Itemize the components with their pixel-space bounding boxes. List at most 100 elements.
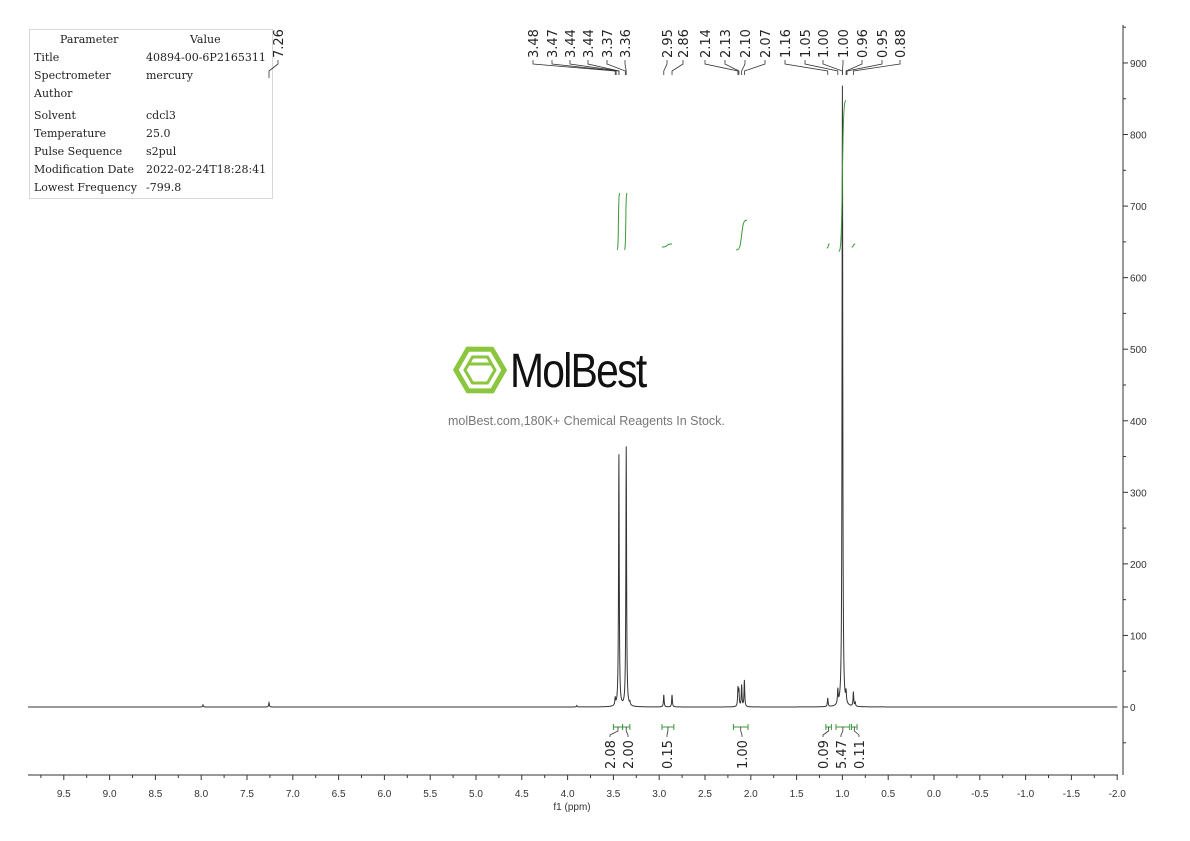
x-tick-label: -0.5 (971, 789, 989, 800)
watermark-tagline: molBest.com,180K+ Chemical Reagents In S… (448, 414, 725, 428)
peak-label-connector (671, 60, 684, 75)
solvent-peak-connector (268, 60, 279, 78)
peak-label-connector (842, 60, 844, 75)
integral-value: 0.15 (661, 740, 676, 769)
param-value: s2pul (146, 145, 177, 158)
peak-label: 0.95 (876, 29, 891, 58)
peak-label: 2.10 (739, 29, 754, 58)
integral-value: 0.11 (853, 740, 868, 769)
integral-value: 2.08 (604, 740, 619, 769)
y-tick-label: 400 (1130, 417, 1147, 428)
integral-value: 1.00 (736, 740, 751, 769)
param-header-value: Value (190, 33, 221, 46)
peak-label: 0.96 (856, 29, 871, 58)
y-tick-label: 300 (1130, 488, 1147, 499)
peak-label-connector (704, 60, 739, 75)
x-tick-label: -1.0 (1017, 789, 1035, 800)
peak-label-connector (551, 60, 617, 75)
peak-label: 2.95 (661, 29, 676, 58)
y-tick-label: 700 (1130, 202, 1147, 213)
x-tick-label: 8.0 (194, 789, 208, 800)
integral-label-connector (822, 727, 830, 737)
x-tick-label: 2.5 (698, 789, 712, 800)
integral-curve (661, 243, 672, 248)
peak-label-connector (587, 60, 620, 75)
x-tick-label: 4.5 (515, 789, 529, 800)
logo-text: MolBest (510, 345, 647, 398)
peak-label-connector (741, 60, 746, 75)
x-tick-label: 3.5 (606, 789, 620, 800)
param-name: Pulse Sequence (34, 145, 123, 158)
x-tick-label: 2.0 (744, 789, 758, 800)
param-name: Spectrometer (34, 69, 111, 82)
peak-label: 2.14 (699, 29, 714, 58)
peak-label-connector (532, 60, 616, 75)
peak-label-connector (743, 60, 766, 75)
peak-label: 3.47 (546, 29, 561, 58)
param-name: Temperature (34, 127, 107, 140)
peak-label-connector (852, 60, 901, 75)
x-tick-label: 4.0 (561, 789, 575, 800)
param-name: Author (34, 87, 73, 100)
x-tick-label: 1.5 (790, 789, 804, 800)
integral-label-connector (840, 727, 844, 737)
y-tick-label: 0 (1130, 703, 1136, 714)
x-tick-label: 0.5 (881, 789, 895, 800)
y-tick-label: 900 (1130, 59, 1147, 70)
integral-label-connector (666, 727, 669, 737)
y-tick-label: 800 (1130, 131, 1147, 142)
peak-label-connector (724, 60, 740, 75)
param-name: Title (34, 51, 60, 64)
x-tick-label: 3.0 (652, 789, 666, 800)
integral-value: 5.47 (835, 740, 850, 769)
y-tick-label: 200 (1130, 560, 1147, 571)
peak-label-connector (845, 60, 863, 75)
peak-label-connector (624, 60, 627, 75)
spectrum-line (28, 85, 1118, 708)
x-tick-label: 9.5 (57, 789, 71, 800)
peak-label-connector (784, 60, 829, 75)
y-tick-label: 100 (1130, 631, 1147, 642)
integral-curve (736, 219, 748, 251)
y-tick-label: 600 (1130, 274, 1147, 285)
x-tick-label: 7.5 (240, 789, 254, 800)
param-value: 40894-00-6P2165311 (146, 51, 266, 64)
param-header-parameter: Parameter (60, 33, 119, 46)
param-value: 2022-02-24T18:28:41 (146, 163, 267, 176)
benzene-logo-icon (452, 346, 508, 394)
integral-label-connector (625, 727, 629, 737)
x-tick-label: 5.5 (423, 789, 437, 800)
x-tick-label: 6.5 (332, 789, 346, 800)
integral-label-connector (740, 727, 743, 737)
x-axis-label: f1 (ppm) (553, 802, 590, 813)
peak-label: 1.05 (799, 29, 814, 58)
x-tick-label: 7.0 (286, 789, 300, 800)
x-tick-label: 8.5 (148, 789, 162, 800)
peak-label: 3.37 (601, 29, 616, 58)
peak-label: 2.07 (759, 29, 774, 58)
param-name: Modification Date (34, 163, 134, 176)
integral-curve (851, 243, 856, 248)
peak-label: 3.44 (564, 29, 579, 58)
integral-curve (616, 192, 621, 251)
param-value: 25.0 (146, 127, 171, 140)
integral-label-connector (853, 727, 860, 737)
peak-label: 1.16 (779, 29, 794, 58)
param-name: Solvent (34, 109, 76, 122)
integral-label-connector (609, 727, 619, 737)
peak-label-connector (822, 60, 843, 75)
solvent-peak-label: 7.26 (272, 29, 287, 58)
integral-curve (624, 192, 628, 251)
peak-label: 0.88 (894, 29, 909, 58)
peak-label: 2.86 (677, 29, 692, 58)
x-tick-label: 1.0 (835, 789, 849, 800)
peak-label-connector (804, 60, 839, 75)
param-value: cdcl3 (146, 109, 176, 122)
integral-value: 2.00 (622, 740, 637, 769)
integral-curve (838, 99, 847, 253)
y-tick-label: 500 (1130, 345, 1147, 356)
integral-curve (826, 243, 830, 249)
integral-value: 0.09 (817, 740, 832, 769)
peak-label: 1.00 (837, 29, 852, 58)
